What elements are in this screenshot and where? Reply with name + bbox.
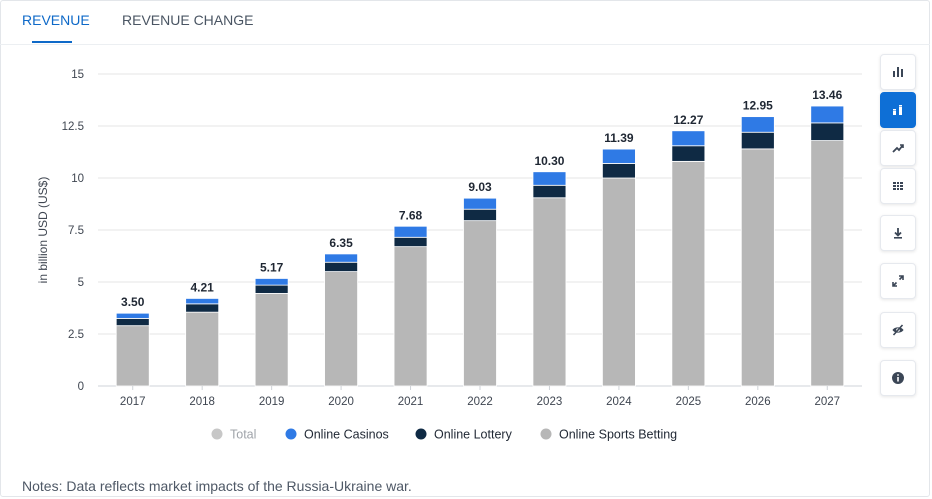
- table-icon: [893, 182, 903, 190]
- expand-icon: [892, 275, 904, 287]
- bar-segment: [393, 236, 428, 248]
- y-tick-label: 2.5: [68, 329, 84, 341]
- info-icon: [892, 372, 904, 384]
- hide-button[interactable]: [880, 312, 916, 348]
- total-data-label: 5.17: [260, 260, 284, 274]
- bar-segment: [254, 278, 289, 286]
- y-tick-label: 15: [71, 69, 84, 81]
- total-data-label: 9.03: [468, 180, 492, 194]
- bar-segment: [671, 145, 706, 162]
- x-tick-label: 2019: [259, 396, 285, 408]
- x-tick-label: 2025: [676, 396, 702, 408]
- bar-segment: [463, 208, 497, 222]
- total-data-label: 6.35: [329, 236, 353, 250]
- bar-segment: [185, 311, 220, 387]
- legend-online-casinos[interactable]: Online Casinos: [304, 428, 389, 442]
- y-tick-label: 5: [78, 277, 84, 289]
- x-tick-label: 2023: [537, 396, 563, 408]
- legend-online-lottery-marker[interactable]: [415, 428, 427, 440]
- x-tick-label: 2018: [189, 396, 215, 408]
- bar-segment: [324, 271, 358, 387]
- bar-segment: [185, 303, 220, 313]
- tab-bar: REVENUE REVENUE CHANGE: [0, 0, 930, 45]
- legend-total[interactable]: Total: [230, 428, 256, 442]
- bar-segment: [532, 197, 567, 387]
- x-tick-label: 2026: [745, 396, 771, 408]
- total-data-label: 3.50: [121, 295, 145, 309]
- bar-segment: [115, 325, 150, 387]
- bar-segment: [602, 163, 636, 179]
- stacked-bar-icon: [893, 105, 902, 115]
- total-data-label: 4.21: [191, 280, 215, 294]
- y-tick-label: 10: [71, 173, 84, 185]
- total-data-label: 12.95: [743, 99, 773, 113]
- bar-segment: [463, 197, 497, 210]
- download-button[interactable]: [880, 215, 916, 251]
- x-tick-label: 2022: [467, 396, 493, 408]
- y-axis-label: in billion USD (US$): [36, 177, 50, 284]
- bar-segment: [115, 317, 150, 327]
- total-data-label: 13.46: [812, 88, 842, 102]
- bar-segment: [602, 177, 636, 387]
- bar-segment: [810, 140, 845, 387]
- y-tick-label: 0: [78, 381, 84, 393]
- bar-segment: [393, 225, 428, 238]
- bar-segment: [740, 148, 775, 387]
- y-tick-label: 12.5: [62, 121, 84, 133]
- trend-line-icon: [892, 144, 904, 153]
- bar-segment: [532, 171, 567, 186]
- active-tab-indicator: [32, 41, 72, 43]
- bar-segment: [185, 298, 220, 305]
- legend-online-casinos-marker[interactable]: [285, 428, 297, 440]
- legend-online-sports-betting-marker[interactable]: [540, 428, 552, 440]
- table-button[interactable]: [880, 168, 916, 204]
- x-tick-label: 2021: [398, 396, 424, 408]
- total-data-label: 11.39: [604, 131, 634, 145]
- legend-online-lottery[interactable]: Online Lottery: [434, 428, 513, 442]
- stacked-bar-button[interactable]: [880, 92, 916, 128]
- x-tick-label: 2027: [814, 396, 840, 408]
- y-tick-label: 7.5: [68, 225, 84, 237]
- bar-segment: [393, 246, 428, 387]
- hide-icon: [892, 324, 904, 336]
- bar-segment: [810, 122, 845, 141]
- bar-segment: [671, 130, 706, 147]
- bar-segment: [740, 116, 775, 133]
- bar-segment: [602, 148, 636, 164]
- bar-segment: [810, 105, 845, 124]
- bar-segment: [324, 261, 358, 273]
- total-data-label: 7.68: [399, 208, 423, 222]
- bar-segment: [254, 293, 289, 387]
- bar-segment: [532, 184, 567, 199]
- bar-segment: [324, 253, 358, 263]
- bar-chart-button[interactable]: [880, 54, 916, 90]
- info-button[interactable]: [880, 360, 916, 396]
- bar-segment: [463, 220, 497, 387]
- chart-notes: Notes: Data reflects market impacts of t…: [22, 478, 412, 494]
- bar-segment: [254, 284, 289, 294]
- bar-segment: [671, 160, 706, 387]
- total-data-label: 10.30: [534, 154, 564, 168]
- tab-revenue[interactable]: REVENUE: [22, 12, 90, 28]
- trend-line-button[interactable]: [880, 130, 916, 166]
- legend-online-sports-betting[interactable]: Online Sports Betting: [559, 428, 677, 442]
- stacked-bar-chart: 0 2.5 5 7.5 10 12.5 15 in billion USD (US$) 3.50…: [36, 69, 862, 442]
- x-tick-label: 2020: [328, 396, 354, 408]
- bar-segment: [740, 131, 775, 150]
- x-tick-label: 2017: [120, 396, 146, 408]
- x-tick-label: 2024: [606, 396, 632, 408]
- tab-revenue-change[interactable]: REVENUE CHANGE: [122, 12, 254, 28]
- download-icon: [894, 228, 902, 239]
- total-data-label: 12.27: [673, 113, 703, 127]
- bar-chart-icon: [893, 67, 903, 77]
- expand-button[interactable]: [880, 263, 916, 299]
- legend-total-marker[interactable]: [211, 428, 223, 440]
- bar-segment: [115, 312, 150, 319]
